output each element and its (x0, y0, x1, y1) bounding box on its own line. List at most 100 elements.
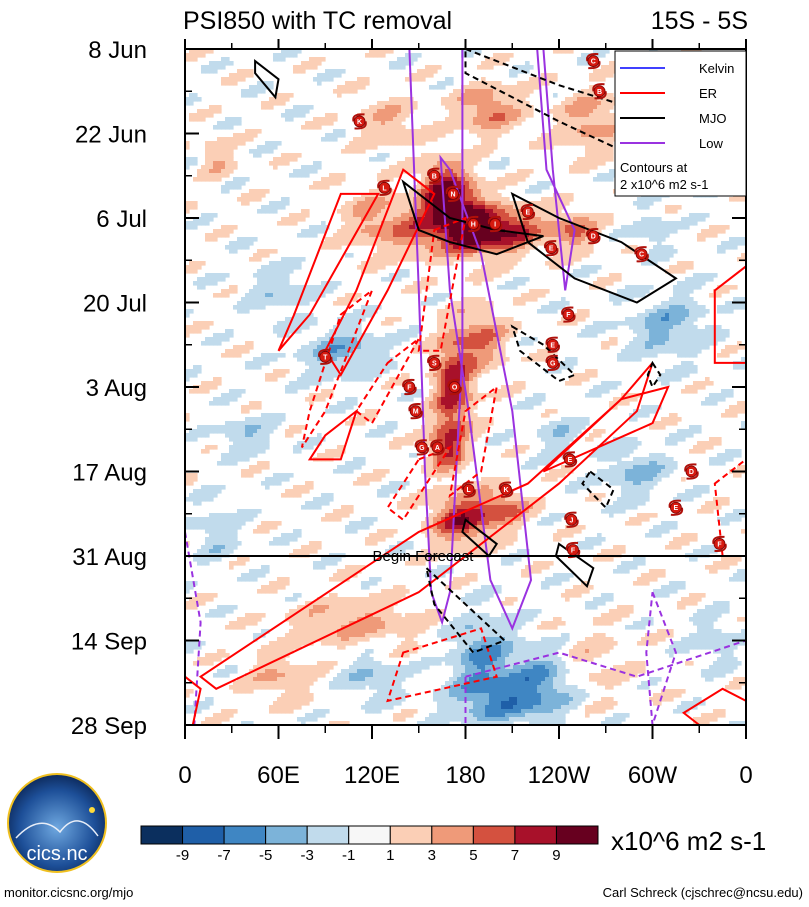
storm-marker (564, 453, 576, 466)
storm-marker-swirl (586, 227, 601, 245)
x-tick-label: 0 (739, 762, 752, 789)
axes: 8 Jun 22 Jun 6 Jul 20 Jul 3 Aug 17 Aug 31 Aug 1… (71, 37, 753, 789)
storm-marker-swirl (414, 439, 430, 456)
logo-text: cics.nc (26, 843, 87, 865)
storm-marker-swirl (592, 83, 607, 100)
storm-marker (415, 441, 428, 454)
chart-title: PSI850 with TC removal (183, 7, 452, 35)
storm-letter: G (550, 360, 556, 367)
colorbar-box (306, 825, 350, 845)
storm-letter: E (550, 342, 555, 349)
storm-marker-swirl (498, 481, 514, 498)
storm-marker-swirl (445, 185, 461, 202)
storm-marker-swirl (545, 336, 561, 353)
colorbar-label: -9 (176, 847, 189, 864)
y-tick-label: 31 Aug (72, 544, 147, 571)
storm-marker (409, 405, 422, 418)
latitude-band: 15S - 5S (651, 7, 748, 35)
storm-marker (713, 538, 726, 550)
storm-letter: M (413, 409, 419, 416)
storm-marker-swirl (377, 179, 392, 196)
storm-marker (447, 187, 459, 200)
footer-url: monitor.cicsnc.org/mjo (4, 885, 133, 900)
colorbar-box (223, 825, 267, 845)
legend-note-1: Contours at (620, 160, 688, 175)
storm-marker (546, 338, 559, 351)
storm-marker-swirl (561, 306, 576, 323)
storm-marker-swirl (447, 378, 462, 396)
storm-marker (546, 356, 559, 369)
footer-credit: Carl Schreck (cjschrec@ncsu.edu) (603, 885, 803, 900)
y-tick-label: 17 Aug (72, 460, 147, 487)
storm-letter: T (323, 354, 328, 361)
storm-marker (545, 242, 558, 255)
storm-marker-swirl (352, 113, 367, 130)
storm-marker-swirl (466, 215, 481, 233)
storm-marker (378, 181, 391, 194)
storm-letter: D (591, 234, 596, 241)
storm-letter: D (689, 469, 694, 476)
legend-kelvin: Kelvin (699, 61, 734, 76)
storm-marker (587, 55, 600, 67)
storm-marker (635, 248, 648, 261)
colorbar: -9 -7 -5 -3 -1 1 3 5 7 9 (140, 825, 599, 864)
storm-marker (521, 206, 534, 218)
storm-letter: E (674, 505, 679, 512)
y-tick-label: 28 Sep (71, 713, 147, 740)
colorbar-label: 5 (469, 847, 477, 864)
storm-marker-swirl (564, 511, 579, 528)
colorbar-label: 1 (386, 847, 394, 864)
storm-marker-swirl (430, 439, 445, 456)
colorbar-box (140, 825, 184, 845)
storm-marker (462, 483, 475, 496)
colorbar-box (348, 825, 391, 845)
storm-marker-swirl (461, 481, 476, 498)
storm-marker-swirl (427, 167, 442, 184)
colorbar-box (514, 825, 557, 845)
colorbar-box (472, 825, 516, 845)
legend-mjo: MJO (699, 111, 726, 126)
storm-marker (403, 381, 416, 393)
storm-marker (428, 356, 441, 369)
storm-marker-swirl (543, 240, 559, 257)
colorbar-box (265, 825, 308, 845)
y-tick-label: 8 Jun (88, 37, 147, 64)
storm-letter: A (435, 445, 440, 452)
colorbar-box (555, 825, 599, 845)
storm-marker-swirl (668, 499, 684, 516)
storm-letter: N (451, 191, 456, 198)
storm-letter: E (549, 246, 554, 253)
wave-contours (185, 49, 746, 725)
storm-letter: K (503, 487, 508, 494)
storm-marker-swirl (545, 354, 561, 371)
colorbar-units: x10^6 m2 s-1 (611, 826, 766, 856)
x-tick-label: 0 (178, 762, 191, 789)
storm-marker (685, 465, 698, 478)
storm-marker-swirl (520, 203, 536, 221)
storm-letter: G (419, 445, 425, 452)
storm-marker-swirl (586, 52, 601, 70)
storm-marker (562, 308, 575, 321)
storm-letter: C (639, 252, 644, 259)
x-tick-label: 60E (257, 762, 300, 789)
storm-marker-swirl (317, 348, 333, 365)
legend-er: ER (699, 86, 717, 101)
storm-marker (431, 441, 444, 454)
y-tick-label: 20 Jul (83, 291, 147, 318)
storm-letter: S (432, 360, 437, 367)
colorbar-label: -1 (342, 847, 355, 864)
storm-marker-swirl (634, 246, 649, 263)
storm-letter: B (432, 173, 437, 180)
storm-marker (489, 218, 502, 230)
storm-letter: B (597, 89, 602, 96)
x-tick-label: 180 (445, 762, 485, 789)
storm-letter: H (471, 222, 476, 229)
storm-letter: J (570, 517, 574, 524)
y-tick-label: 6 Jul (96, 206, 147, 233)
storm-letter: I (494, 222, 496, 229)
colorbar-label: -3 (301, 847, 314, 864)
x-tick-label: 60W (628, 762, 678, 789)
storm-marker (587, 230, 600, 243)
storm-marker (353, 115, 366, 128)
storm-marker-swirl (684, 463, 699, 480)
